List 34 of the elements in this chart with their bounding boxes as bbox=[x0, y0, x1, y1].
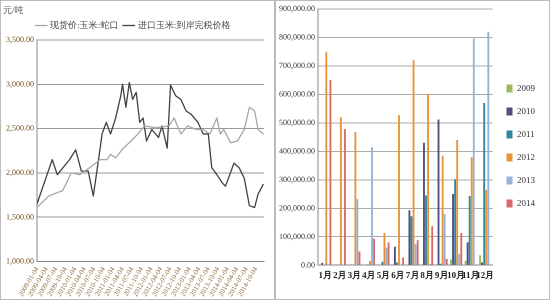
x-tick-label: 1月 bbox=[318, 270, 332, 280]
y-tick-label: 300,000.00 bbox=[279, 174, 315, 184]
y-tick-label: 200,000.00 bbox=[279, 203, 315, 212]
y-axis-title: 元/吨 bbox=[3, 4, 24, 15]
x-tick-label: 4月 bbox=[362, 270, 376, 280]
y-tick-label: 100,000.00 bbox=[279, 232, 315, 241]
legend-label: 进口玉米:到岸完税价格 bbox=[138, 20, 230, 30]
y-tick-label: 2,000.00 bbox=[6, 168, 34, 177]
x-tick-label: 3月 bbox=[348, 270, 362, 280]
x-tick-label: 9月 bbox=[434, 270, 448, 280]
legend-label: 2014 bbox=[517, 198, 536, 208]
x-tick-label: 7月 bbox=[406, 270, 420, 280]
x-tick-label: 2月 bbox=[333, 270, 347, 280]
y-tick-label: 700,000.00 bbox=[279, 61, 315, 70]
y-tick-label: 1,500.00 bbox=[6, 212, 34, 222]
legend-label: 2010 bbox=[517, 106, 536, 116]
legend-label: 2013 bbox=[517, 174, 536, 185]
x-tick-label: 8月 bbox=[420, 270, 434, 280]
y-tick-label: 800,000.00 bbox=[279, 32, 315, 42]
y-tick-label: 3,500.00 bbox=[6, 35, 34, 44]
y-tick-label: 900,000.00 bbox=[279, 4, 315, 14]
x-tick-label: 6月 bbox=[391, 270, 405, 280]
y-tick-label: 600,000.00 bbox=[279, 89, 315, 98]
y-tick-label: 2,500.00 bbox=[6, 124, 34, 133]
y-tick-label: 400,000.00 bbox=[279, 146, 315, 156]
y-tick-label: 3,000.00 bbox=[6, 79, 34, 88]
legend-label: 2011 bbox=[517, 128, 535, 139]
y-tick-label: 500,000.00 bbox=[279, 118, 315, 127]
y-tick-label: 1,000.00 bbox=[6, 256, 34, 266]
legend-label: 现货价:玉米:蛇口 bbox=[50, 20, 118, 30]
x-tick-label: 5月 bbox=[376, 270, 390, 280]
legend-label: 2009 bbox=[517, 82, 536, 93]
legend-label: 2012 bbox=[517, 152, 535, 162]
y-tick-label: 0.00 bbox=[301, 260, 315, 270]
